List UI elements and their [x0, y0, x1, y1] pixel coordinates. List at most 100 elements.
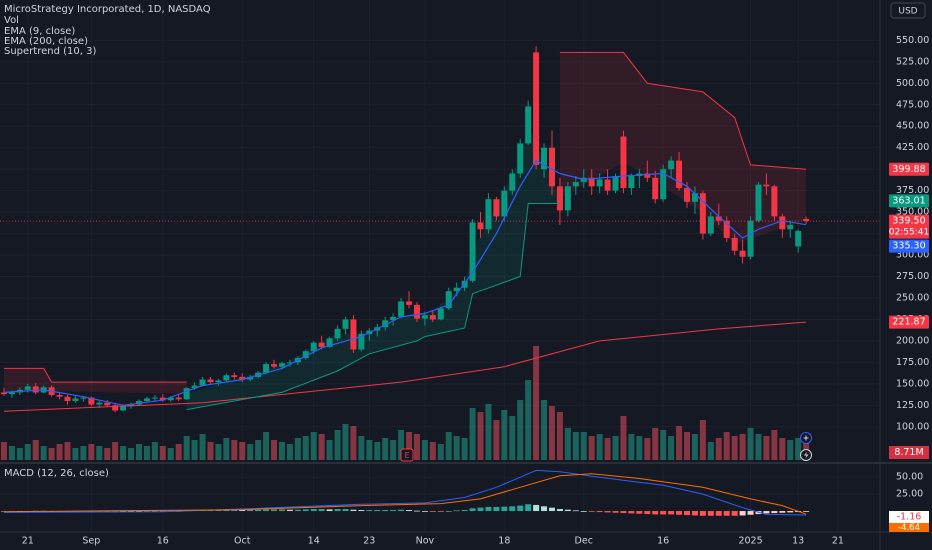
supertrend-line	[4, 51, 807, 383]
earnings-label[interactable]: E	[404, 451, 409, 460]
macd-histogram-bar	[263, 509, 270, 512]
macd-histogram-bar	[556, 509, 563, 512]
macd-histogram-bar	[421, 511, 428, 512]
y-tick-label: 525.00	[896, 56, 929, 67]
macd-histogram-bar	[326, 509, 333, 512]
candle-body	[501, 190, 508, 217]
macd-histogram-bar	[0, 511, 7, 512]
ema-line	[3, 159, 807, 406]
volume-bar	[461, 438, 468, 460]
macd-histogram-bar	[247, 509, 254, 512]
candle-body	[644, 173, 651, 178]
candle-body	[223, 375, 230, 381]
volume-bar	[763, 436, 770, 460]
candle-body	[112, 405, 119, 411]
volume-bar	[493, 420, 500, 460]
x-tick-label: 21	[832, 536, 844, 547]
candle-body	[763, 184, 770, 187]
macd-histogram-bar	[501, 506, 508, 512]
macd-histogram-bar	[374, 510, 381, 512]
candle-body	[541, 147, 548, 170]
macd-histogram-bar	[787, 511, 794, 513]
macd-histogram-bar	[525, 504, 532, 512]
volume-bar	[80, 446, 87, 460]
volume-bar	[421, 440, 428, 460]
candle-body	[239, 376, 246, 380]
volume-bar	[644, 438, 651, 460]
volume-bar	[112, 442, 119, 460]
candle-body	[429, 315, 436, 320]
volume-bar	[263, 432, 270, 460]
volume-bar	[485, 404, 492, 460]
volume-bar	[564, 428, 571, 460]
candle-body	[755, 184, 762, 221]
candle-body	[88, 397, 95, 405]
macd-histogram-bar	[350, 509, 357, 512]
macd-histogram-bar	[564, 509, 571, 512]
volume-bar	[231, 440, 238, 460]
macd-label-bg	[889, 511, 929, 523]
earnings-icon[interactable]	[400, 448, 414, 462]
price-label: 335.30	[892, 241, 925, 252]
macd-histogram-bar	[437, 511, 444, 512]
candle-body	[151, 397, 158, 399]
volume-bar	[207, 442, 214, 460]
macd-histogram-bar	[334, 509, 341, 512]
macd-histogram-bar	[652, 511, 659, 515]
volume-bar	[676, 426, 683, 460]
volume-bar	[167, 448, 174, 460]
macd-histogram-bar	[668, 511, 675, 515]
volume-bar	[72, 448, 79, 460]
volume-bar	[652, 428, 659, 460]
volume-bar	[787, 440, 794, 460]
volume-bar	[580, 432, 587, 460]
macd-line	[3, 469, 807, 516]
candle-body	[278, 363, 285, 367]
macd-histogram-bar	[342, 509, 349, 512]
macd-histogram-bar	[517, 505, 524, 512]
volume-bar	[8, 446, 15, 460]
candle-body	[0, 392, 7, 395]
macd-histogram-bar	[318, 509, 325, 512]
volume-bar	[183, 436, 190, 460]
price-label-bg	[889, 194, 929, 208]
candle-body	[517, 143, 524, 174]
macd-label-bg	[889, 523, 929, 532]
macd-histogram-bar	[406, 510, 413, 512]
x-tick-label: Oct	[234, 536, 251, 547]
volume-bar	[0, 442, 7, 460]
candle-body	[350, 319, 357, 350]
x-tick-label: 14	[308, 536, 320, 547]
macd-histogram-bar	[255, 509, 262, 512]
candle-body	[64, 396, 71, 402]
volume-bar	[334, 430, 341, 460]
macd-histogram-bar	[644, 511, 651, 515]
macd-histogram-bar	[294, 509, 301, 512]
macd-histogram-bar	[660, 511, 667, 515]
candle-body	[318, 342, 325, 347]
flash-icon	[804, 451, 809, 459]
macd-histogram-bar	[271, 509, 278, 512]
volume-bar	[390, 440, 397, 460]
legend-item: EMA (9, close)	[4, 26, 75, 37]
candle-body	[556, 186, 563, 211]
candle-body	[286, 362, 293, 364]
candle-body	[342, 319, 349, 329]
volume-bar	[533, 346, 540, 460]
volume-bar	[628, 434, 635, 460]
candle-body	[620, 136, 627, 189]
volume-bar	[175, 444, 182, 460]
currency[interactable]: USD	[898, 7, 917, 17]
volume-bar	[691, 434, 698, 460]
macd-histogram-bar	[493, 506, 500, 512]
volume-bar	[223, 438, 230, 460]
volume-bar	[24, 444, 31, 460]
countdown: 02:55:41	[889, 228, 929, 238]
y-tick-label: 550.00	[896, 35, 929, 46]
volume-bar	[596, 434, 603, 460]
volume-bar	[453, 436, 460, 460]
candle-body	[660, 169, 667, 200]
currency-button[interactable]	[890, 2, 926, 19]
x-tick-label: 16	[157, 536, 169, 547]
